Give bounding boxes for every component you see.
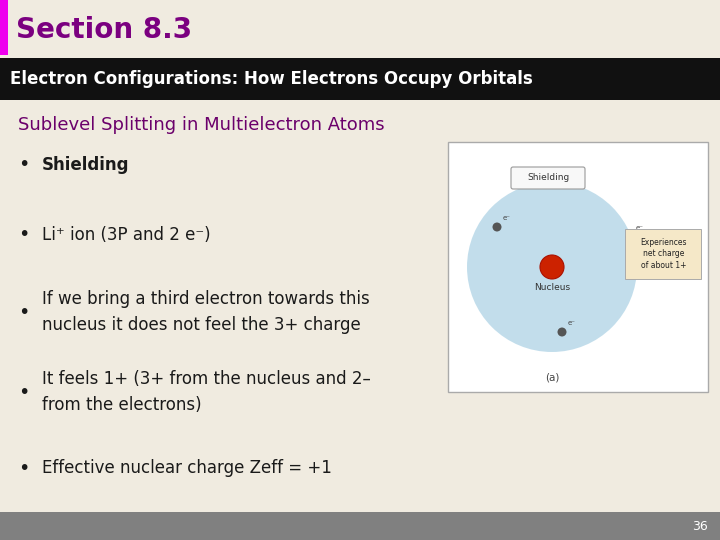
Text: •: • [18, 226, 30, 245]
Text: Effective nuclear charge Zeff = +1: Effective nuclear charge Zeff = +1 [42, 459, 332, 477]
Circle shape [626, 233, 634, 241]
FancyBboxPatch shape [0, 512, 720, 540]
Circle shape [540, 255, 564, 279]
Circle shape [467, 182, 637, 352]
Text: Experiences
net charge
of about 1+: Experiences net charge of about 1+ [640, 238, 687, 269]
Text: e⁻: e⁻ [636, 225, 644, 231]
Text: It feels 1+ (3+ from the nucleus and 2–
from the electrons): It feels 1+ (3+ from the nucleus and 2– … [42, 370, 371, 414]
Text: e⁻: e⁻ [568, 320, 576, 326]
FancyBboxPatch shape [0, 58, 720, 100]
Text: Shielding: Shielding [42, 156, 130, 174]
Text: (a): (a) [545, 372, 559, 382]
FancyBboxPatch shape [448, 142, 708, 392]
Circle shape [557, 327, 567, 336]
Text: Electron Configurations: How Electrons Occupy Orbitals: Electron Configurations: How Electrons O… [10, 70, 533, 88]
Text: •: • [18, 156, 30, 174]
Text: e⁻: e⁻ [503, 215, 511, 221]
Text: Sublevel Splitting in Multielectron Atoms: Sublevel Splitting in Multielectron Atom… [18, 116, 384, 134]
Text: •: • [18, 382, 30, 402]
Text: Li⁺ ion (3P and 2 e⁻): Li⁺ ion (3P and 2 e⁻) [42, 226, 211, 244]
Text: Nucleus: Nucleus [534, 282, 570, 292]
FancyBboxPatch shape [0, 0, 8, 55]
Text: Section 8.3: Section 8.3 [16, 16, 192, 44]
Text: Shielding: Shielding [527, 173, 569, 183]
Circle shape [492, 222, 502, 232]
FancyBboxPatch shape [626, 229, 701, 279]
Text: 36: 36 [692, 519, 708, 532]
Text: If we bring a third electron towards this
nucleus it does not feel the 3+ charge: If we bring a third electron towards thi… [42, 290, 370, 334]
Text: •: • [18, 302, 30, 321]
Text: •: • [18, 458, 30, 477]
FancyBboxPatch shape [511, 167, 585, 189]
